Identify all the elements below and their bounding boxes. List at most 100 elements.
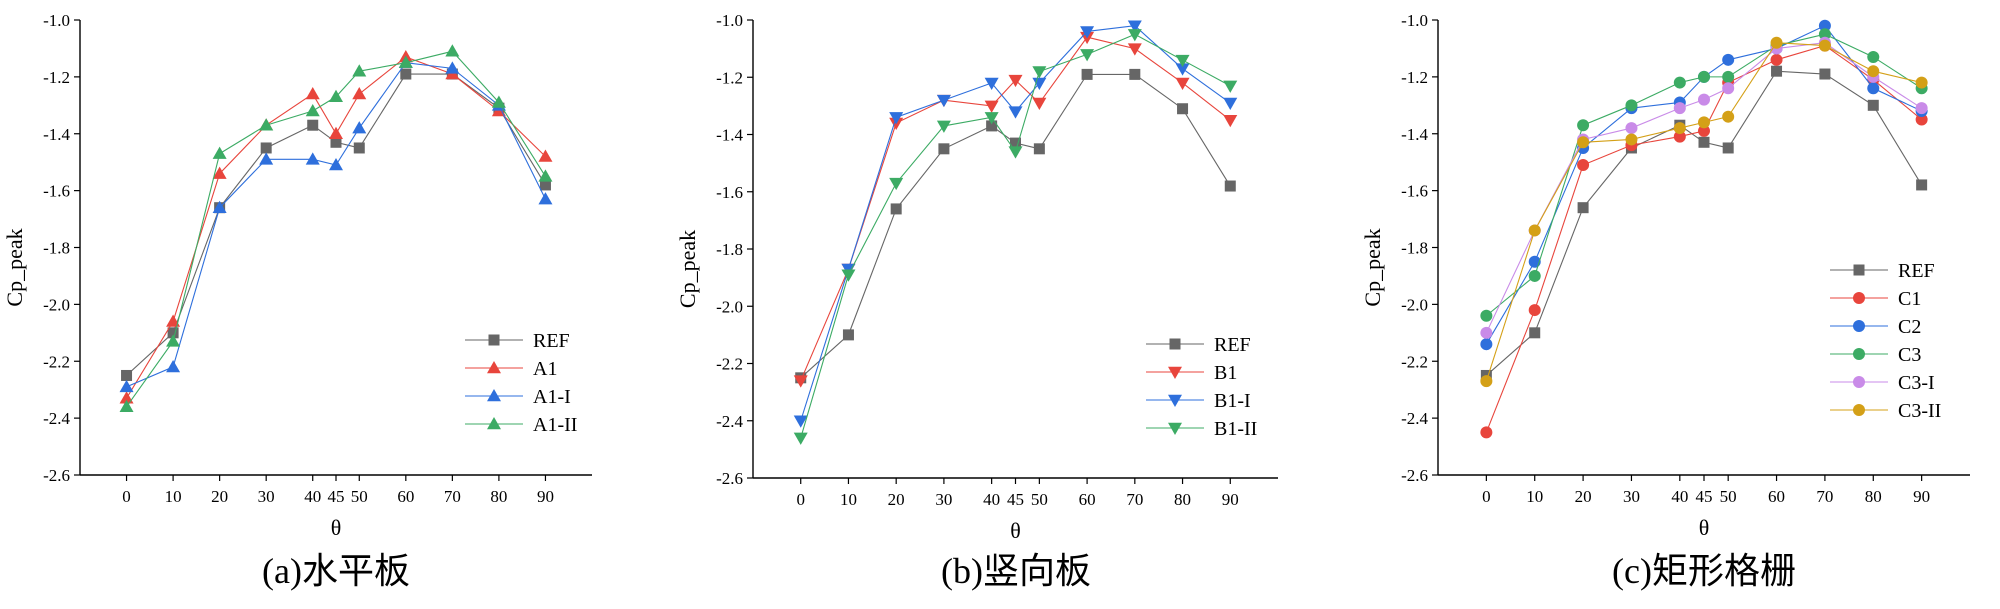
data-point-A1-II bbox=[398, 55, 413, 68]
data-point-C2 bbox=[1528, 255, 1541, 268]
x-tick-label: 50 bbox=[351, 487, 368, 506]
x-tick-label: 45 bbox=[1696, 487, 1713, 506]
series-A1-II bbox=[119, 44, 553, 412]
x-tick-label: 80 bbox=[490, 487, 507, 506]
series-A1 bbox=[119, 49, 553, 404]
data-point-A1-II bbox=[305, 104, 320, 117]
x-tick-label: 40 bbox=[1671, 487, 1688, 506]
legend-marker-REF bbox=[1853, 264, 1865, 276]
data-point-REF bbox=[1722, 142, 1734, 154]
y-axis-title: Cp_peak bbox=[675, 230, 700, 308]
legend-label: REF bbox=[1214, 334, 1251, 356]
data-point-C3-I bbox=[1673, 102, 1686, 115]
x-tick-label: 0 bbox=[1482, 487, 1491, 506]
data-point-C3 bbox=[1698, 70, 1710, 83]
series-line-A1 bbox=[126, 56, 546, 399]
y-tick-label: -2.2 bbox=[43, 352, 70, 371]
legend-marker-C1 bbox=[1853, 292, 1865, 304]
data-point-REF bbox=[986, 120, 998, 132]
data-point-B1-I bbox=[889, 112, 904, 125]
data-point-C3-II bbox=[1867, 65, 1880, 78]
data-point-REF bbox=[1081, 68, 1093, 80]
data-point-C3-II bbox=[1625, 133, 1638, 146]
data-point-REF bbox=[890, 203, 902, 215]
data-point-C3-I bbox=[1698, 93, 1710, 106]
data-point-C3 bbox=[1867, 50, 1880, 63]
x-axis-title: θ bbox=[1699, 515, 1710, 540]
data-point-REF bbox=[1577, 202, 1589, 214]
data-point-REF bbox=[1916, 179, 1928, 191]
y-tick-label: -1.6 bbox=[43, 182, 70, 201]
data-point-B1-II bbox=[793, 432, 808, 445]
data-point-C3-II bbox=[1818, 39, 1831, 52]
series-C3-II bbox=[1480, 36, 1928, 388]
panel-caption: (c)矩形格栅 bbox=[1612, 551, 1796, 591]
legend-label: C3 bbox=[1898, 344, 1921, 366]
x-tick-label: 90 bbox=[537, 487, 554, 506]
data-point-C3 bbox=[1480, 309, 1493, 322]
y-tick-label: -2.6 bbox=[716, 469, 743, 488]
data-point-REF bbox=[1224, 180, 1236, 192]
data-point-C1 bbox=[1528, 304, 1541, 317]
data-point-C3-I bbox=[1480, 326, 1493, 339]
series-line-A1-I bbox=[126, 62, 546, 388]
x-tick-label: 10 bbox=[165, 487, 182, 506]
y-tick-label: -1.8 bbox=[43, 239, 70, 258]
data-point-C3-II bbox=[1698, 116, 1710, 129]
legend-marker-C3-I bbox=[1853, 376, 1865, 388]
data-point-A1-I bbox=[445, 61, 460, 74]
x-tick-label: 20 bbox=[1575, 487, 1592, 506]
series-line-B1 bbox=[800, 36, 1231, 381]
x-tick-label: 50 bbox=[1031, 490, 1048, 509]
x-tick-label: 60 bbox=[1079, 490, 1096, 509]
y-tick-label: -2.2 bbox=[716, 355, 743, 374]
series-REF bbox=[1480, 65, 1928, 381]
data-point-B1-II bbox=[841, 269, 856, 282]
chart-panel-0: -1.0 -1.2 -1.4 -1.6 -1.8 -2.0 -2.2 -2.4 -2.6 0 10 2… bbox=[2, 11, 592, 591]
y-tick-label: -1.2 bbox=[43, 68, 70, 87]
x-tick-label: 45 bbox=[1007, 490, 1024, 509]
data-point-A1-I bbox=[119, 379, 134, 393]
x-tick-label: 45 bbox=[328, 487, 345, 506]
data-point-A1-II bbox=[491, 95, 506, 108]
x-tick-label: 20 bbox=[888, 490, 905, 509]
x-tick-label: 90 bbox=[1913, 487, 1930, 506]
data-point-C1 bbox=[1673, 130, 1686, 143]
y-tick-label: -2.0 bbox=[1401, 295, 1428, 314]
x-tick-label: 0 bbox=[122, 487, 131, 506]
data-point-B1-I bbox=[1223, 97, 1238, 111]
x-tick-label: 50 bbox=[1720, 487, 1737, 506]
series-A1-I bbox=[119, 55, 553, 393]
data-point-C1 bbox=[1698, 124, 1710, 137]
legend-marker-C2 bbox=[1853, 320, 1865, 332]
data-point-C3-I bbox=[1625, 122, 1638, 135]
data-point-A1 bbox=[305, 86, 320, 100]
x-tick-label: 30 bbox=[258, 487, 275, 506]
series-REF bbox=[121, 68, 551, 381]
series-line-B1-II bbox=[800, 33, 1231, 439]
y-tick-label: -1.8 bbox=[716, 240, 743, 259]
data-point-A1-II bbox=[259, 118, 274, 131]
chart-panel-2: -1.0 -1.2 -1.4 -1.6 -1.8 -2.0 -2.2 -2.4 -2.6 0 10 2… bbox=[1360, 11, 1970, 591]
data-point-C1 bbox=[1770, 53, 1783, 66]
data-point-C3-II bbox=[1480, 375, 1493, 388]
series-line-A1-II bbox=[126, 50, 546, 408]
legend-label: REF bbox=[1898, 260, 1935, 282]
data-point-REF bbox=[307, 119, 319, 131]
legend-marker-B1-II bbox=[1168, 422, 1182, 435]
data-point-A1 bbox=[119, 391, 134, 404]
data-point-C3-II bbox=[1577, 136, 1590, 149]
x-tick-label: 40 bbox=[983, 490, 1000, 509]
panel-caption: (b)竖向板 bbox=[941, 551, 1091, 591]
data-point-B1 bbox=[1032, 97, 1047, 111]
data-point-B1 bbox=[1008, 74, 1023, 88]
series-B1-II bbox=[793, 29, 1238, 445]
data-point-A1-II bbox=[166, 334, 181, 347]
legend-label: A1 bbox=[533, 358, 557, 380]
legend-marker-A1-II bbox=[487, 417, 501, 430]
legend-label: B1 bbox=[1214, 362, 1237, 384]
x-tick-label: 30 bbox=[1623, 487, 1640, 506]
data-point-C3-II bbox=[1673, 122, 1686, 135]
y-tick-label: -1.2 bbox=[716, 68, 743, 87]
data-point-B1 bbox=[1223, 114, 1238, 128]
